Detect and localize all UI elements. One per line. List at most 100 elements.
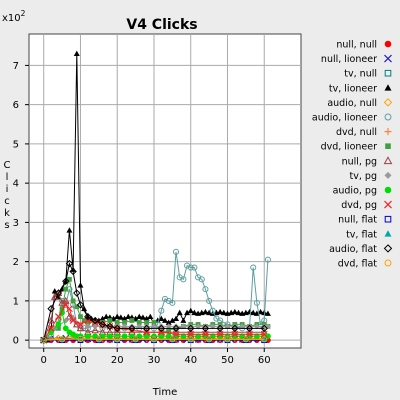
data-point <box>231 330 239 338</box>
legend-marker <box>384 215 392 223</box>
data-point <box>264 310 271 316</box>
legend-marker <box>384 84 392 91</box>
data-point <box>173 315 180 321</box>
legend-label: audio, lioneer <box>312 113 377 124</box>
data-point <box>246 330 253 338</box>
data-point <box>136 313 143 319</box>
legend-label: null, pg <box>342 156 377 167</box>
legend-label: dvd, flat <box>338 259 378 270</box>
data-point <box>187 307 194 314</box>
data-point <box>121 333 128 340</box>
legend-label: null, flat <box>338 215 377 226</box>
legend-label: audio, pg <box>333 186 377 197</box>
data-point <box>231 324 239 333</box>
legend-item: audio, null <box>327 98 393 109</box>
x-axis-label: Time <box>152 387 177 398</box>
data-point <box>143 315 150 321</box>
data-point <box>65 259 74 268</box>
data-point <box>69 267 77 276</box>
data-point <box>84 317 92 324</box>
data-point <box>187 330 195 338</box>
legend-marker <box>384 128 392 136</box>
data-point <box>122 320 127 325</box>
legend-label: tv, flat <box>346 229 377 240</box>
y-multiplier-base: x10 <box>2 13 21 24</box>
legend-item: tv, null <box>344 69 392 80</box>
data-point <box>176 309 183 316</box>
data-point <box>143 333 150 340</box>
data-point <box>202 330 209 338</box>
legend-item: null, lioneer <box>321 54 392 65</box>
data-point <box>95 336 102 343</box>
legend-marker <box>384 113 392 121</box>
legend-marker <box>383 244 393 253</box>
data-point <box>125 313 132 319</box>
data-point <box>91 316 99 325</box>
data-point <box>184 309 191 316</box>
data-point <box>47 305 55 313</box>
data-point <box>103 313 110 319</box>
data-point <box>55 321 62 328</box>
data-point <box>143 328 151 336</box>
data-point <box>144 320 150 325</box>
data-point <box>169 317 176 323</box>
data-point <box>250 264 257 271</box>
data-point <box>231 308 238 315</box>
data-point <box>59 306 65 312</box>
data-point <box>201 324 210 333</box>
data-point <box>85 320 91 325</box>
x-tick-label: 10 <box>74 355 87 366</box>
data-point <box>77 282 84 288</box>
y-multiplier: x102 <box>2 9 26 24</box>
data-point <box>91 319 99 326</box>
data-point <box>216 324 224 333</box>
data-point <box>187 336 194 343</box>
data-point <box>128 324 136 333</box>
data-point <box>66 227 73 233</box>
data-point <box>56 325 61 331</box>
y-tick-label: 1 <box>13 296 19 307</box>
data-point <box>261 336 268 343</box>
legend-item: audio, lioneer <box>312 113 392 124</box>
legend-label: tv, null <box>344 69 377 80</box>
data-point <box>165 319 172 325</box>
data-point <box>113 324 121 333</box>
data-point <box>70 298 76 304</box>
axes: 0 10 20 30 40 50 60 0 1 2 3 4 5 6 7 <box>13 61 271 366</box>
data-point <box>76 301 85 309</box>
legend-item: null, pg <box>342 156 393 167</box>
data-point <box>67 276 72 282</box>
legend-marker <box>383 98 393 107</box>
series-dvd-flat <box>40 335 268 344</box>
data-point <box>74 304 80 310</box>
data-point <box>62 325 69 332</box>
data-point <box>157 324 166 333</box>
data-point <box>180 317 187 323</box>
data-point <box>139 314 146 320</box>
data-point <box>147 313 154 319</box>
data-point <box>260 330 268 338</box>
series-layer <box>39 50 271 344</box>
data-point <box>198 276 205 283</box>
data-point <box>187 264 194 271</box>
legend-item: tv, pg <box>350 171 392 182</box>
data-point <box>106 322 114 331</box>
legend-label: tv, pg <box>350 171 377 182</box>
data-point <box>206 297 213 304</box>
data-point <box>217 308 224 315</box>
data-point <box>84 323 91 330</box>
x-tick-label: 0 <box>41 355 47 366</box>
data-point <box>169 299 176 306</box>
series-audio-flat <box>39 259 268 344</box>
y-tick-label: 0 <box>13 336 19 347</box>
legend-item: null, flat <box>338 215 392 226</box>
data-point <box>54 289 63 297</box>
data-point <box>92 323 99 330</box>
data-point <box>61 296 70 304</box>
legend-marker <box>384 171 392 179</box>
series-line <box>43 262 265 341</box>
data-point <box>264 256 271 263</box>
legend-item: dvd, pg <box>341 200 392 211</box>
data-point <box>65 312 74 320</box>
data-point <box>216 330 224 338</box>
